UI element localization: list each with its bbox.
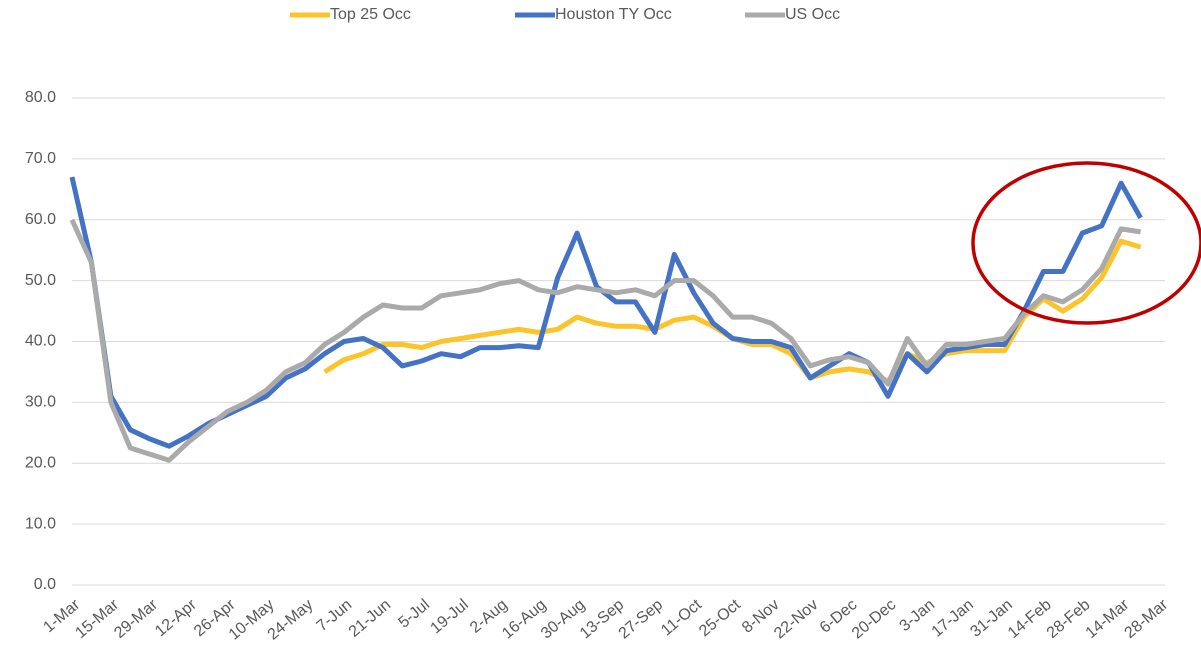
x-tick-label: 19-Jul bbox=[428, 596, 472, 637]
x-tick-label: 29-Mar bbox=[111, 596, 161, 642]
y-tick-label: 60.0 bbox=[25, 211, 56, 228]
x-tick-label: 21-Jun bbox=[346, 596, 394, 640]
x-tick-label: 28-Feb bbox=[1044, 596, 1094, 642]
x-tick-label: 5-Jul bbox=[395, 596, 433, 631]
legend-label: Top 25 Occ bbox=[330, 6, 411, 23]
x-tick-label: 25-Oct bbox=[696, 596, 744, 640]
x-tick-label: 12-Apr bbox=[152, 596, 200, 640]
legend-label: US Occ bbox=[785, 6, 840, 23]
highlight-ellipse bbox=[971, 161, 1201, 325]
y-tick-label: 40.0 bbox=[25, 333, 56, 350]
y-tick-label: 80.0 bbox=[25, 89, 56, 106]
x-tick-label: 28-Mar bbox=[1122, 596, 1172, 642]
y-tick-label: 70.0 bbox=[25, 150, 56, 167]
x-tick-label: 27-Sep bbox=[616, 596, 667, 642]
y-tick-label: 0.0 bbox=[34, 576, 56, 593]
x-tick-label: 17-Jan bbox=[929, 596, 977, 640]
series-line bbox=[69, 218, 1141, 463]
y-tick-label: 20.0 bbox=[25, 454, 56, 471]
legend-label: Houston TY Occ bbox=[555, 6, 672, 23]
x-tick-label: 22-Nov bbox=[771, 596, 821, 642]
lines bbox=[69, 176, 1143, 463]
x-tick-label: 20-Dec bbox=[849, 596, 899, 642]
x-tick-label: 11-Oct bbox=[658, 596, 705, 639]
y-tick-label: 10.0 bbox=[25, 515, 56, 532]
x-tick-label: 14-Feb bbox=[1005, 596, 1055, 642]
series-line bbox=[323, 238, 1142, 384]
series-line bbox=[69, 176, 1143, 449]
y-tick-label: 30.0 bbox=[25, 394, 56, 411]
y-tick-label: 50.0 bbox=[25, 272, 56, 289]
